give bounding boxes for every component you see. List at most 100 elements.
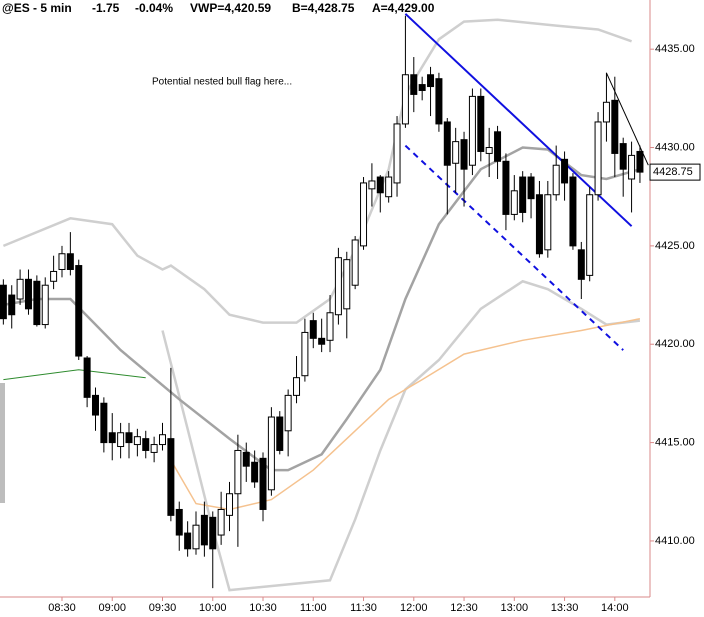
candle-body [594, 121, 602, 196]
candle-body [452, 141, 460, 164]
candle-body [427, 74, 435, 88]
overlay-line [3, 369, 146, 381]
candle-body [385, 176, 393, 198]
candle-body [561, 158, 569, 184]
last-price-box [649, 163, 701, 181]
overlay-line [3, 146, 641, 472]
x-tick-label: 10:00 [199, 602, 227, 614]
candle-body [192, 524, 200, 550]
candle-body [435, 78, 443, 125]
candle-body [602, 101, 610, 123]
candle-body [628, 154, 636, 180]
header: @ES - 5 min -1.75 -0.04% VWP=4,420.59 B=… [2, 1, 435, 15]
candle-body [100, 402, 108, 444]
y-tick-label: 4430.00 [655, 141, 695, 153]
candle-body [75, 265, 83, 357]
candle-body [267, 416, 275, 491]
candle-body [477, 95, 485, 152]
symbol: @ES - 5 min [2, 1, 72, 15]
x-tick-label: 09:00 [98, 602, 126, 614]
candle-body [510, 190, 518, 215]
y-tick-label: 4415.00 [655, 436, 695, 448]
last-price-label: 4428.75 [653, 166, 693, 178]
candle-body [301, 331, 309, 377]
x-tick-label: 14:00 [601, 602, 629, 614]
candle-body [175, 508, 183, 536]
candle-body [117, 432, 125, 448]
x-tick-label: 11:30 [350, 602, 377, 614]
candle-body [33, 280, 41, 326]
change: -1.75 [92, 1, 120, 15]
x-tick-label: 12:30 [450, 602, 478, 614]
candle-body [586, 194, 594, 276]
candle-body [443, 121, 451, 166]
candle-body [552, 164, 560, 196]
candle-body [368, 180, 376, 190]
candle-body [66, 253, 74, 270]
candle-body [569, 176, 577, 247]
vwap: VWP=4,420.59 [190, 1, 271, 15]
overlay-line [605, 72, 649, 166]
candle-body [217, 508, 225, 536]
y-tick-label: 4425.00 [655, 240, 695, 252]
annotation: Potential nested bull flag here... [152, 77, 292, 88]
overlay-line [170, 317, 641, 511]
candle-body [318, 337, 326, 345]
candle-body [577, 249, 585, 280]
bid: B=4,428.75 [292, 1, 355, 15]
candle-body [527, 176, 535, 200]
y-tick-label: 4420.00 [655, 338, 695, 350]
candle-body [376, 176, 384, 194]
change-pct: -0.04% [135, 1, 173, 15]
y-tick-label: 4410.00 [655, 535, 695, 547]
candle-body [360, 182, 368, 247]
candle-body [133, 436, 141, 446]
overlay-line [404, 13, 633, 227]
candle-body [251, 461, 259, 483]
candle-body [0, 284, 7, 320]
candle-body [200, 514, 208, 546]
candle-body [401, 74, 409, 125]
candle-body [234, 449, 242, 495]
x-tick-label: 13:30 [551, 602, 579, 614]
candle-body [468, 95, 476, 166]
candle-body [83, 357, 91, 398]
candle-body [334, 257, 342, 316]
candle-body [159, 434, 166, 446]
x-tick-label: 10:30 [249, 602, 277, 614]
candle-body [226, 493, 234, 516]
candle-body [8, 294, 16, 316]
candle-body [125, 432, 133, 444]
candle-body [108, 432, 116, 444]
candle-body [242, 451, 250, 467]
candle-body [142, 438, 150, 451]
candle-body [150, 444, 158, 453]
side-tab [0, 383, 5, 503]
candle-body [544, 194, 552, 251]
candle-body [184, 532, 192, 550]
candle-body [326, 312, 334, 341]
candle-body [41, 284, 49, 326]
candle-body [502, 160, 510, 215]
candle-body [91, 394, 99, 416]
candle-body [494, 131, 502, 162]
candle-body [24, 278, 32, 310]
candle-body [351, 239, 359, 286]
candle-body [209, 516, 217, 550]
candle-body [619, 143, 627, 170]
candle-body [309, 320, 317, 339]
overlay-line [2, 18, 633, 324]
candle-body [393, 123, 401, 184]
candle-body [50, 270, 58, 282]
x-tick-label: 11:00 [300, 602, 327, 614]
candle-body [611, 99, 619, 154]
candle-body [259, 457, 267, 510]
candle-body [167, 438, 175, 516]
candle-body [519, 176, 527, 213]
candle-body [460, 139, 468, 170]
overlay-line [404, 144, 624, 351]
candle-body [636, 150, 644, 173]
candle-body [535, 194, 543, 255]
